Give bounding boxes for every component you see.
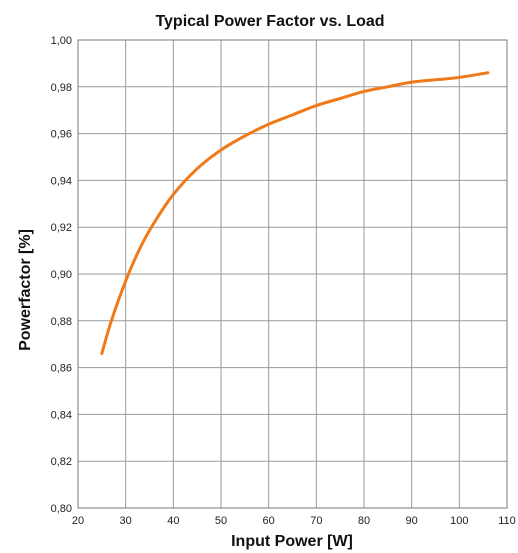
- y-tick-label: 0,80: [51, 503, 72, 515]
- y-tick-label: 0,90: [51, 269, 72, 281]
- x-tick-label: 90: [406, 515, 418, 527]
- x-tick-label: 30: [120, 515, 132, 527]
- grid-lines: [77, 39, 508, 509]
- x-tick-label: 110: [498, 515, 516, 527]
- y-tick-label: 0,82: [51, 456, 72, 468]
- x-tick-label: 100: [450, 515, 468, 527]
- y-tick-label: 0,84: [51, 409, 72, 421]
- y-tick-label: 0,96: [51, 129, 72, 141]
- x-axis-label: Input Power [W]: [231, 533, 353, 550]
- x-tick-label: 80: [358, 515, 370, 527]
- y-tick-label: 1,00: [51, 35, 72, 47]
- chart-title: Typical Power Factor vs. Load: [155, 13, 384, 30]
- x-tick-label: 60: [263, 515, 275, 527]
- tick-labels: 20 30 40 50 60 70 80 90 100 110 0,80 0,82 0,84 0,86 0,…: [51, 35, 516, 527]
- y-tick-label: 0,98: [51, 82, 72, 94]
- y-tick-label: 0,88: [51, 316, 72, 328]
- y-tick-label: 0,86: [51, 363, 72, 375]
- x-tick-label: 50: [215, 515, 227, 527]
- series-line-power-factor: [100, 71, 490, 356]
- y-tick-label: 0,94: [51, 175, 72, 187]
- x-tick-label: 20: [72, 515, 84, 527]
- y-tick-label: 0,92: [51, 222, 72, 234]
- plot-frame: [77, 39, 508, 509]
- x-tick-label: 70: [310, 515, 322, 527]
- y-axis-label: Powerfactor [%]: [17, 229, 34, 351]
- x-tick-label: 40: [167, 515, 179, 527]
